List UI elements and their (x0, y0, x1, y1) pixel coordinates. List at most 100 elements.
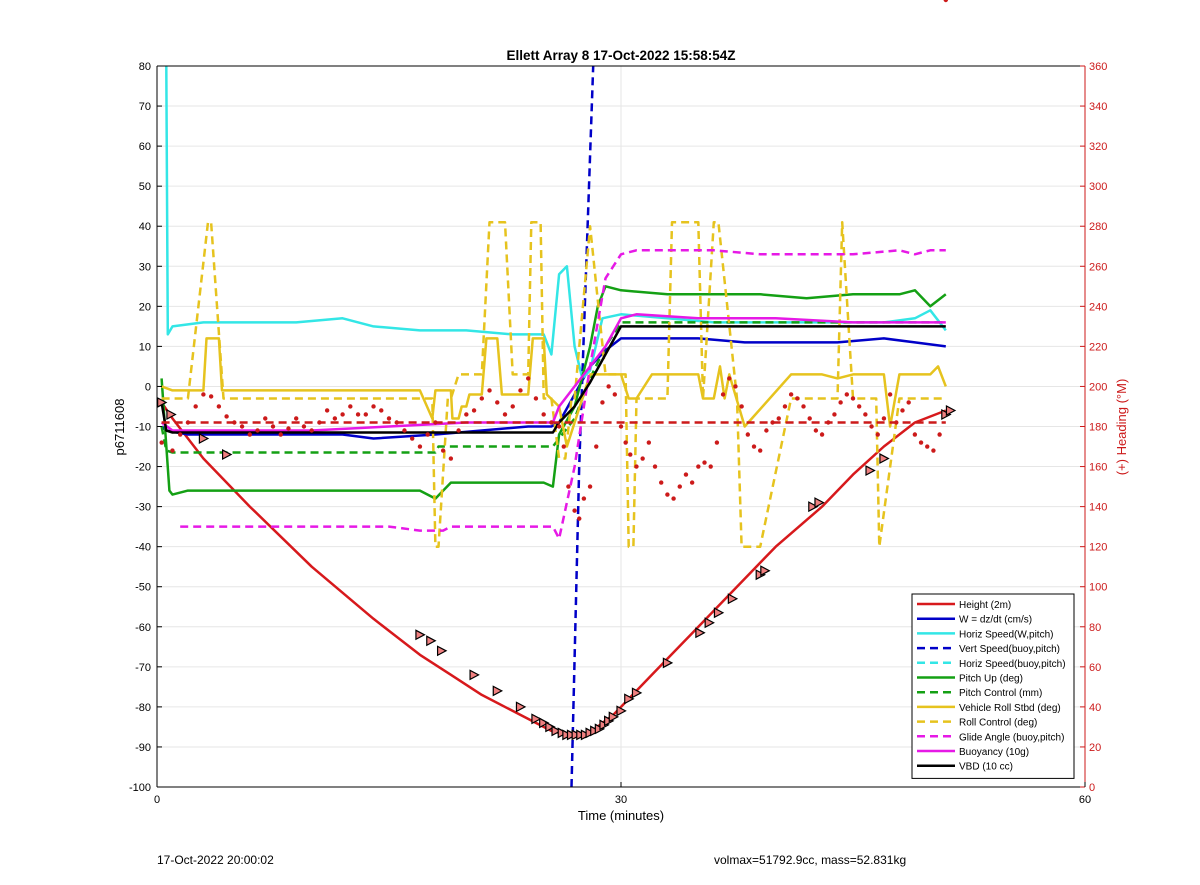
heading-dot (612, 392, 618, 397)
series-line (160, 285, 947, 500)
height-marker (222, 449, 233, 461)
heading-dot (433, 420, 438, 425)
heading-dot (665, 492, 670, 497)
heading-dot (671, 496, 676, 501)
heading-dot (894, 420, 899, 425)
series-line (160, 321, 946, 454)
heading-dot (224, 414, 229, 419)
height-marker (865, 465, 876, 477)
legend-label: Vert Speed(buoy,pitch) (959, 644, 1060, 655)
heading-dot (727, 376, 732, 381)
heading-dot (541, 412, 546, 417)
heading-dot (640, 456, 645, 461)
heading-dot (832, 412, 837, 417)
heading-dot (720, 392, 726, 397)
heading-dot (286, 426, 291, 431)
x-tick-label: 0 (154, 794, 160, 806)
heading-dot (170, 448, 175, 453)
heading-dot (764, 428, 769, 433)
height-marker (760, 565, 771, 577)
heading-dot (652, 464, 658, 469)
x-tick-label: 60 (1079, 794, 1091, 806)
heading-dot (801, 404, 806, 409)
heading-dot (587, 484, 593, 489)
y2-tick-label: 100 (1089, 582, 1107, 594)
heading-dot (371, 404, 376, 409)
height-marker (727, 593, 739, 605)
heading-dot (606, 384, 611, 389)
x-tick-label: 30 (615, 794, 627, 806)
heading-dot (502, 412, 508, 417)
height-marker (808, 501, 819, 513)
heading-dot (340, 412, 345, 417)
heading-dot (634, 464, 639, 469)
legend-label: Height (2m) (959, 600, 1011, 611)
height-marker (492, 685, 504, 697)
heading-dot (379, 408, 384, 413)
y-tick-label: -60 (135, 622, 151, 634)
legend-label: VBD (10 cc) (959, 762, 1013, 773)
y2-tick-label: 20 (1089, 742, 1101, 754)
heading-dot (906, 400, 911, 405)
heading-dot (216, 404, 222, 409)
heading-dot (594, 444, 599, 449)
legend-label: Buoyancy (10g) (959, 747, 1029, 758)
heading-dot (628, 452, 633, 457)
legend: Height (2m) W = dz/dt (cm/s) Horiz Speed(W… (911, 593, 1075, 779)
y2-tick-label: 200 (1089, 381, 1107, 393)
heading-dot (618, 424, 624, 429)
heading-dot (813, 428, 819, 433)
heading-dot (776, 416, 781, 421)
height-marker (879, 453, 890, 465)
series-line (160, 313, 946, 432)
heading-dot (788, 392, 794, 397)
chart-title: Ellett Array 8 17-Oct-2022 15:58:54Z (506, 48, 735, 63)
y-tick-label: -100 (129, 782, 151, 794)
heading-dot (863, 412, 868, 417)
heading-dot (208, 394, 214, 399)
heading-dot (733, 384, 738, 389)
y2-tick-label: 300 (1089, 181, 1107, 193)
series-line (161, 220, 946, 548)
heading-dot (526, 376, 531, 381)
y-tick-label: 70 (139, 101, 151, 113)
y2-tick-label: 120 (1089, 542, 1107, 554)
y2-tick-label: 0 (1089, 782, 1095, 794)
heading-dot (270, 424, 276, 429)
height-marker (198, 433, 210, 445)
heading-dot (178, 432, 183, 437)
y2-tick-label: 140 (1089, 502, 1107, 514)
y-tick-label: 80 (139, 61, 151, 73)
heading-dot (417, 444, 423, 449)
heading-dot (495, 400, 500, 405)
heading-dot (556, 424, 562, 429)
legend-label: Glide Angle (buoy,pitch) (959, 732, 1064, 743)
height-marker (608, 711, 620, 723)
heading-dot (838, 400, 843, 405)
heading-dot (549, 420, 554, 425)
x-axis-label: Time (minutes) (578, 808, 664, 823)
heading-dot (900, 408, 905, 413)
y-tick-label: -80 (135, 702, 151, 714)
height-marker (166, 408, 177, 420)
heading-dot (623, 440, 628, 445)
heading-dot (487, 388, 492, 393)
heading-dot (881, 416, 887, 421)
y2-axis-label: (+) Heading (°M) (1114, 379, 1129, 476)
y2-tick-label: 280 (1089, 221, 1107, 233)
heading-dot (875, 432, 880, 437)
heading-dot (844, 392, 850, 397)
heading-dot (402, 428, 407, 433)
heading-dot (850, 396, 856, 401)
heading-dot (826, 420, 831, 425)
heading-dot (758, 448, 763, 453)
height-marker (415, 629, 426, 641)
legend-label: W = dz/dt (cm/s) (959, 615, 1032, 626)
heading-dot (918, 440, 924, 445)
heading-dot (677, 484, 682, 489)
heading-dot (931, 448, 936, 453)
y-tick-label: -10 (135, 422, 151, 434)
footer-timestamp: 17-Oct-2022 20:00:02 (157, 853, 274, 867)
height-marker (551, 725, 562, 737)
